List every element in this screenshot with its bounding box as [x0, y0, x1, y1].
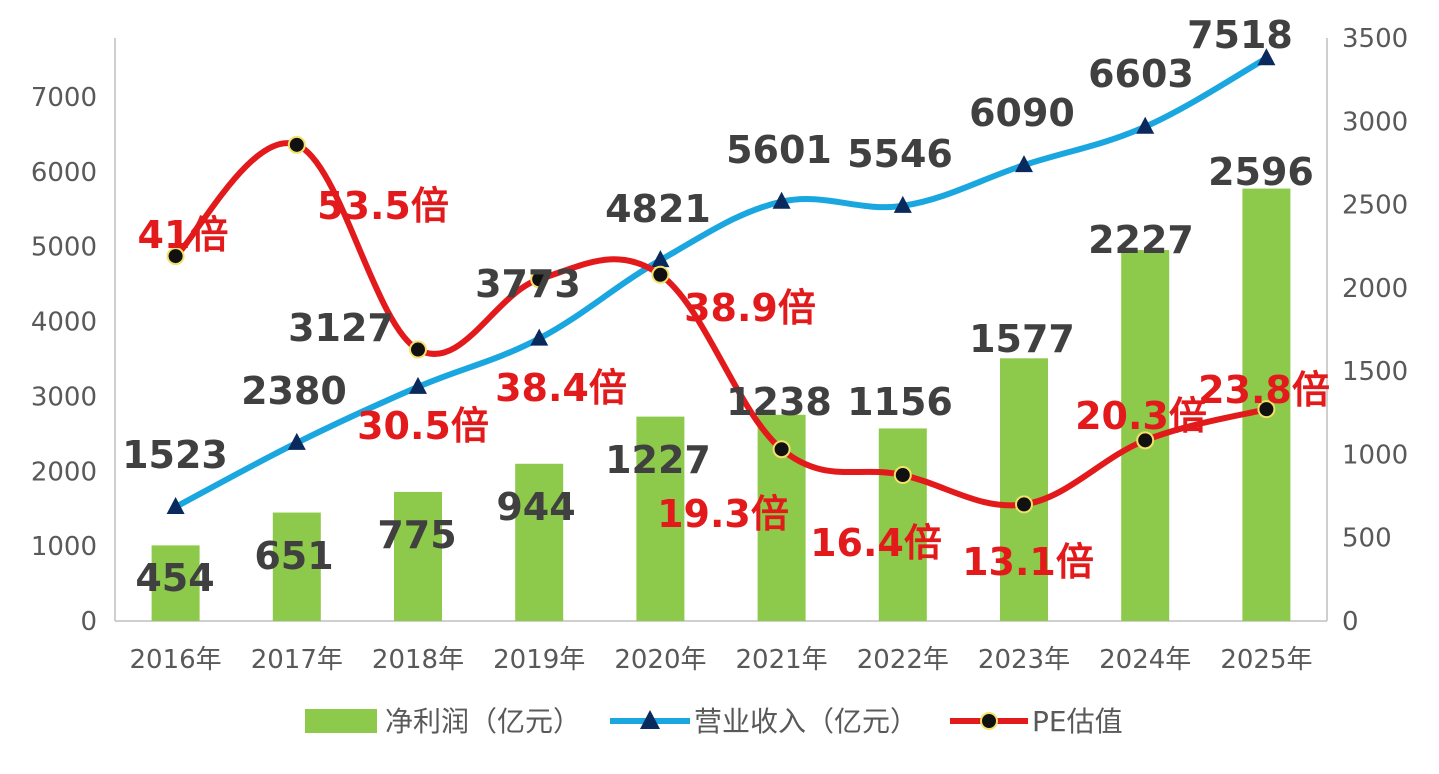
- pe-point: [1015, 495, 1033, 514]
- pe-value-label: 30.5倍: [357, 404, 489, 448]
- pe-value-label: 38.4倍: [495, 366, 627, 410]
- bar-value-label: 1577: [969, 317, 1075, 361]
- revenue-point: [1015, 155, 1033, 173]
- right-tick-label: 2500: [1342, 191, 1408, 221]
- legend-label-pe: PE估值: [1032, 705, 1123, 738]
- revenue-value-label: 6603: [1088, 52, 1194, 96]
- revenue-value-label: 4821: [605, 187, 711, 231]
- revenue-point: [166, 496, 185, 514]
- pe-value-label: 16.4倍: [810, 521, 942, 565]
- right-tick-label: 500: [1342, 524, 1392, 554]
- revenue-point: [530, 328, 549, 346]
- left-tick-label: 2000: [31, 457, 97, 487]
- pe-line: [173, 140, 1268, 509]
- revenue-value-label: 6090: [969, 91, 1075, 135]
- pe-point: [1257, 400, 1276, 419]
- right-tick-label: 1000: [1342, 440, 1408, 470]
- x-tick-label: 2019年: [493, 645, 585, 675]
- bar-value-label: 775: [377, 513, 456, 557]
- revenue-value-label: 1523: [122, 433, 228, 477]
- bar-value-label: 2596: [1208, 150, 1314, 194]
- pe-point: [409, 340, 427, 359]
- x-tick-label: 2017年: [251, 645, 343, 675]
- pe-value-label: 13.1倍: [962, 540, 1094, 584]
- revenue-point: [651, 250, 670, 268]
- pe-value-label: 23.8倍: [1198, 368, 1330, 412]
- pe-point: [166, 247, 185, 266]
- bar-value-label: 944: [496, 485, 575, 529]
- left-tick-label: 7000: [31, 83, 97, 113]
- x-tick-label: 2018年: [372, 645, 464, 675]
- right-tick-label: 1500: [1342, 357, 1408, 387]
- bar-net-profit: [636, 416, 685, 621]
- pe-point: [893, 466, 912, 485]
- bar-net-profit: [272, 512, 321, 621]
- legend-label-revenue: 营业收入（亿元）: [694, 705, 918, 738]
- revenue-value-label: 2380: [241, 369, 347, 413]
- revenue-value-label: 5546: [847, 132, 953, 176]
- pe-point: [651, 265, 670, 284]
- revenue-value-label: 3127: [288, 306, 394, 350]
- pe-point: [1136, 431, 1155, 450]
- bar-net-profit: [1000, 358, 1048, 621]
- legend-label-net-profit: 净利润（亿元）: [385, 705, 581, 738]
- bar-net-profit: [878, 428, 927, 621]
- left-tick-label: 5000: [31, 233, 97, 263]
- pe-value-label: 53.5倍: [317, 184, 449, 228]
- pe-point: [530, 270, 549, 289]
- left-tick-label: 0: [80, 607, 97, 637]
- x-tick-label: 2020年: [614, 645, 706, 675]
- revenue-point: [287, 432, 306, 450]
- legend-marker-revenue: [640, 710, 660, 729]
- revenue-point: [1136, 116, 1155, 134]
- revenue-point: [893, 195, 912, 213]
- left-tick-label: 4000: [31, 308, 97, 338]
- x-tick-label: 2024年: [1099, 645, 1191, 675]
- pe-point: [287, 135, 306, 154]
- pe-value-label: 38.9倍: [684, 286, 816, 330]
- right-tick-label: 3500: [1342, 24, 1408, 54]
- revenue-value-label: 7518: [1187, 13, 1293, 57]
- bar-net-profit: [151, 545, 200, 621]
- revenue-point: [409, 376, 427, 394]
- pe-value-label: 41倍: [138, 213, 229, 257]
- bar-value-label: 1227: [605, 438, 711, 482]
- pe-point: [772, 440, 791, 459]
- revenue-line: [174, 55, 1268, 510]
- x-tick-label: 2016年: [130, 645, 222, 675]
- bar-net-profit: [515, 463, 564, 621]
- x-tick-label: 2023年: [978, 645, 1070, 675]
- bar-value-label: 1156: [847, 380, 953, 424]
- legend-swatch-net-profit: [305, 709, 377, 733]
- left-tick-label: 1000: [31, 532, 97, 562]
- left-tick-label: 6000: [31, 158, 97, 188]
- x-tick-label: 2021年: [736, 645, 828, 675]
- bar-value-label: 651: [254, 534, 333, 578]
- bar-net-profit: [394, 491, 442, 621]
- x-tick-label: 2022年: [857, 645, 949, 675]
- bar-value-label: 2227: [1088, 218, 1194, 262]
- revenue-value-label: 5601: [726, 128, 832, 172]
- left-tick-label: 3000: [31, 382, 97, 412]
- revenue-point: [1257, 48, 1276, 66]
- bar-value-label: 454: [135, 556, 214, 600]
- revenue-point: [772, 191, 791, 209]
- right-tick-label: 3000: [1342, 107, 1408, 137]
- revenue-value-label: 3773: [475, 262, 581, 306]
- legend-marker-pe: [980, 712, 998, 730]
- bar-value-label: 1238: [726, 380, 832, 424]
- pe-value-label: 19.3倍: [657, 492, 789, 536]
- right-tick-label: 2000: [1342, 274, 1408, 304]
- pe-value-label: 20.3倍: [1075, 394, 1207, 438]
- right-tick-label: 0: [1342, 607, 1359, 637]
- x-tick-label: 2025年: [1220, 645, 1312, 675]
